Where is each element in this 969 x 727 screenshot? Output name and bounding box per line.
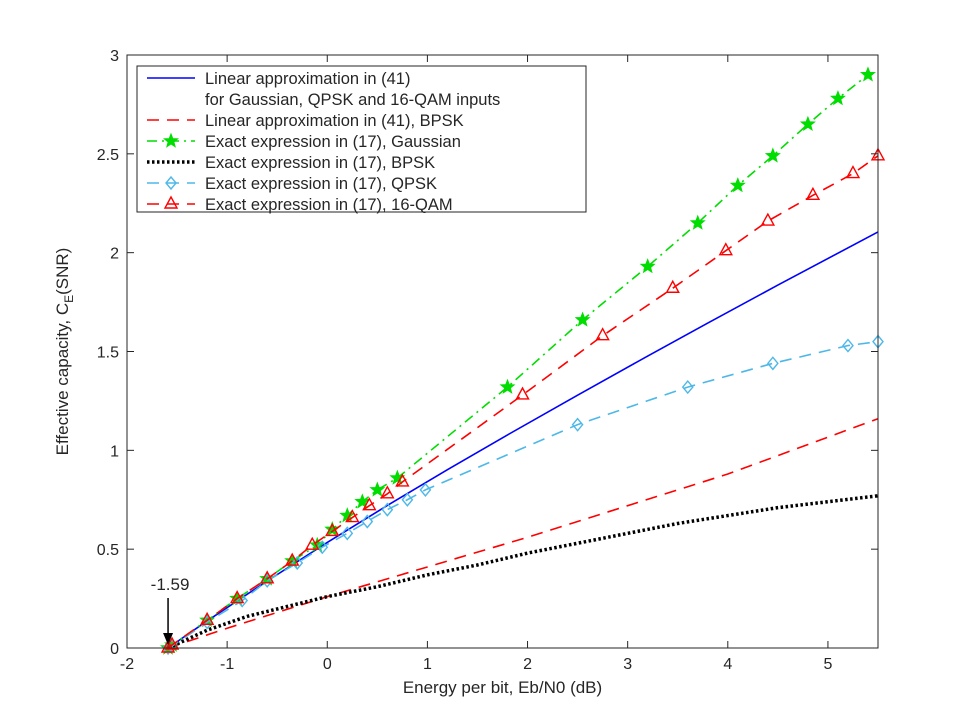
triangle-marker — [665, 279, 680, 293]
y-axis-label-subscript: E — [62, 295, 76, 303]
triangle-marker — [595, 327, 610, 341]
star-marker — [369, 481, 386, 497]
diamond-marker — [842, 338, 854, 353]
star-marker — [354, 493, 371, 509]
star-marker — [729, 177, 746, 193]
series-6 — [160, 147, 886, 653]
y-tick-label: 0 — [110, 641, 119, 658]
star-marker — [764, 147, 781, 163]
series-1 — [167, 231, 879, 649]
star-marker — [163, 132, 179, 148]
triangle-marker — [380, 485, 395, 499]
triangle-marker — [345, 509, 360, 523]
triangle-marker — [164, 636, 180, 650]
diamond-marker — [165, 175, 177, 191]
annotation-label: -1.59 — [151, 575, 190, 594]
star-marker — [639, 258, 656, 274]
annotation-arrow: -1.59 — [151, 575, 190, 645]
y-tick-label: 2 — [110, 246, 119, 263]
y-axis-label-tail: (SNR) — [53, 248, 72, 295]
diamond-marker — [766, 356, 779, 371]
series-line — [167, 231, 879, 649]
triangle-marker — [285, 552, 300, 566]
series-line — [167, 494, 879, 650]
legend-label-5: Exact expression in (17), QPSK — [205, 175, 437, 193]
triangle-marker — [515, 386, 530, 400]
legend-label-6: Exact expression in (17), 16-QAM — [205, 196, 453, 214]
x-tick-label: 2 — [523, 656, 532, 673]
triangle-marker — [160, 639, 176, 653]
diamond-marker — [316, 540, 329, 555]
triangle-marker — [260, 570, 275, 584]
diamond-marker — [236, 593, 249, 608]
triangle-marker — [362, 497, 377, 511]
triangle-marker — [760, 212, 776, 226]
y-tick-label: 1.5 — [97, 345, 119, 362]
triangle-marker — [718, 242, 733, 256]
diamond-marker — [681, 379, 694, 395]
triangle-marker — [325, 522, 340, 537]
triangle-marker — [163, 195, 179, 209]
tick-labels: -2 -1 0 1 2 3 4 5 0 0.5 1 1.5 2 2.5 3 — [97, 48, 833, 673]
diamond-marker — [419, 482, 432, 497]
triangle-marker — [845, 165, 861, 179]
y-tick-label: 1 — [110, 443, 119, 460]
y-axis-label: Effective capacity, CE(SNR) — [53, 248, 76, 456]
legend-label-4: Exact expression in (17), BPSK — [205, 154, 435, 172]
legend-box — [136, 65, 587, 213]
triangle-marker — [229, 590, 245, 604]
legend: Linear approximation in (41) for Gaussian… — [136, 65, 587, 214]
diamond-marker — [291, 555, 304, 571]
legend-label-1-line2: for Gaussian, QPSK and 16-QAM inputs — [205, 91, 500, 109]
legend-label-3: Exact expression in (17), Gaussian — [205, 133, 461, 151]
diamond-marker — [401, 492, 414, 507]
legend-label-1: Linear approximation in (41) — [205, 70, 410, 88]
x-tick-label: 1 — [423, 656, 432, 673]
y-tick-label: 0.5 — [97, 542, 119, 559]
diamond-marker — [341, 526, 354, 541]
diamond-marker — [361, 514, 374, 529]
series-4 — [167, 494, 879, 650]
axes — [126, 54, 879, 649]
y-axis-label-main: Effective capacity, C — [53, 303, 72, 455]
annotation-arrow-head — [163, 633, 174, 645]
x-tick-label: -2 — [120, 656, 134, 673]
star-marker — [689, 214, 706, 230]
star-marker — [799, 115, 816, 131]
x-tick-label: 4 — [723, 656, 732, 673]
star-marker — [860, 66, 876, 82]
series-2 — [167, 417, 879, 649]
x-tick-label: -1 — [220, 656, 234, 673]
x-axis-label: Energy per bit, Eb/N0 (dB) — [403, 678, 602, 697]
y-tick-label: 3 — [110, 48, 119, 65]
x-tick-label: 0 — [323, 656, 332, 673]
x-tick-label: 3 — [623, 656, 632, 673]
plot-area — [160, 66, 886, 656]
triangle-marker — [199, 611, 215, 626]
x-tick-label: 5 — [823, 656, 832, 673]
star-marker — [499, 378, 516, 394]
triangle-marker — [305, 536, 320, 550]
star-marker — [829, 90, 846, 106]
diamond-marker — [571, 417, 584, 432]
diamond-marker — [381, 502, 394, 517]
series-line — [167, 417, 879, 649]
series-line — [167, 74, 869, 649]
triangle-marker — [395, 473, 410, 487]
triangle-marker — [805, 186, 821, 201]
series-line — [167, 155, 879, 649]
legend-label-2: Linear approximation in (41), BPSK — [205, 112, 464, 130]
star-marker — [574, 311, 591, 327]
y-tick-label: 2.5 — [97, 147, 119, 164]
